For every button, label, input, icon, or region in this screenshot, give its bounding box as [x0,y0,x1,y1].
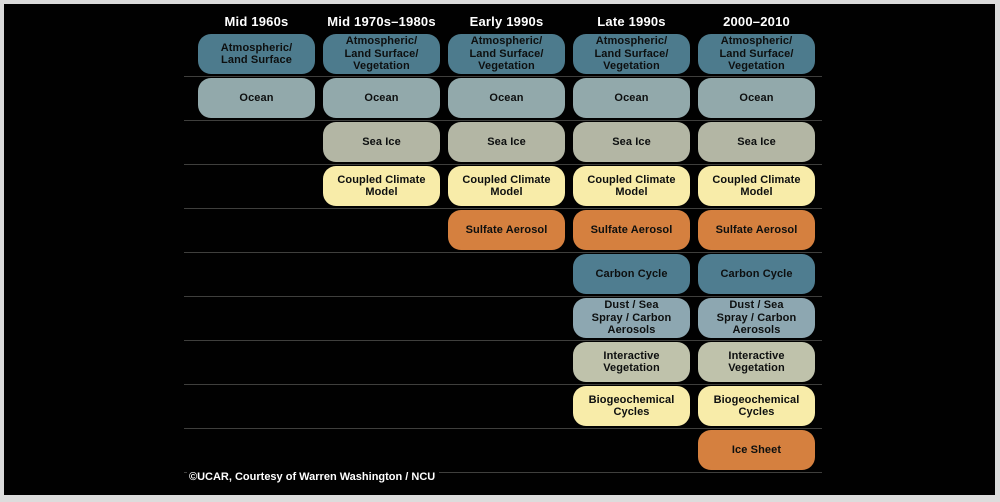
box-atmospheric-land-surface-col-3: Atmospheric/ Land Surface/ Vegetation [573,34,690,74]
credit-text: ©UCAR, Courtesy of Warren Washington / N… [187,471,440,483]
box-label: Coupled Climate Model [462,173,551,199]
box-label: Dust / Sea Spray / Carbon Aerosols [591,299,672,337]
box-sea-ice-col-4: Sea Ice [698,122,815,162]
row-line-interactive-vegetation [184,384,822,385]
box-ocean-col-2: Ocean [448,78,565,118]
box-coupled-climate-model-col-2: Coupled Climate Model [448,166,565,206]
column-header-1: Mid 1970s–1980s [327,14,436,29]
box-label: Coupled Climate Model [587,173,676,199]
box-label: Sea Ice [612,135,651,148]
box-sulfate-aerosol-col-4: Sulfate Aerosol [698,210,815,250]
box-ocean-col-0: Ocean [198,78,315,118]
row-line-coupled-climate-model [184,208,822,209]
row-line-carbon-cycle [184,296,822,297]
box-label: Atmospheric/ Land Surface/ Vegetation [594,35,669,73]
box-label: Sulfate Aerosol [715,223,798,236]
box-ocean-col-4: Ocean [698,78,815,118]
column-header-3: Late 1990s [597,14,666,29]
row-line-dust-sea-spray-carbon-aerosols [184,340,822,341]
box-label: Interactive Vegetation [728,349,785,375]
box-atmospheric-land-surface-col-1: Atmospheric/ Land Surface/ Vegetation [323,34,440,74]
box-label: Ice Sheet [731,443,782,456]
box-coupled-climate-model-col-1: Coupled Climate Model [323,166,440,206]
box-ocean-col-3: Ocean [573,78,690,118]
box-label: Biogeochemical Cycles [713,393,800,419]
box-carbon-cycle-col-3: Carbon Cycle [573,254,690,294]
box-interactive-vegetation-col-4: Interactive Vegetation [698,342,815,382]
box-ocean-col-1: Ocean [323,78,440,118]
box-biogeochemical-cycles-col-3: Biogeochemical Cycles [573,386,690,426]
box-coupled-climate-model-col-3: Coupled Climate Model [573,166,690,206]
box-label: Ocean [739,91,774,104]
box-label: Atmospheric/ Land Surface [220,41,293,67]
box-label: Sea Ice [737,135,776,148]
box-label: Ocean [614,91,649,104]
box-label: Sulfate Aerosol [465,223,548,236]
box-label: Coupled Climate Model [712,173,801,199]
box-label: Sea Ice [487,135,526,148]
box-label: Atmospheric/ Land Surface/ Vegetation [719,35,794,73]
column-header-4: 2000–2010 [723,14,790,29]
box-label: Carbon Cycle [595,267,668,280]
box-carbon-cycle-col-4: Carbon Cycle [698,254,815,294]
box-label: Dust / Sea Spray / Carbon Aerosols [716,299,797,337]
box-label: Atmospheric/ Land Surface/ Vegetation [344,35,419,73]
box-dust-sea-spray-carbon-aerosols-col-3: Dust / Sea Spray / Carbon Aerosols [573,298,690,338]
row-line-atmospheric-land-surface [184,76,822,77]
row-line-ocean [184,120,822,121]
box-label: Interactive Vegetation [603,349,660,375]
row-line-sulfate-aerosol [184,252,822,253]
box-ice-sheet-col-4: Ice Sheet [698,430,815,470]
column-header-2: Early 1990s [469,14,544,29]
box-interactive-vegetation-col-3: Interactive Vegetation [573,342,690,382]
diagram-canvas: Mid 1960s Mid 1970s–1980s Early 1990s Late … [4,4,995,495]
row-line-biogeochemical-cycles [184,428,822,429]
box-biogeochemical-cycles-col-4: Biogeochemical Cycles [698,386,815,426]
box-label: Sulfate Aerosol [590,223,673,236]
box-sulfate-aerosol-col-2: Sulfate Aerosol [448,210,565,250]
row-line-ice-sheet [184,472,822,473]
box-dust-sea-spray-carbon-aerosols-col-4: Dust / Sea Spray / Carbon Aerosols [698,298,815,338]
box-sea-ice-col-2: Sea Ice [448,122,565,162]
box-label: Atmospheric/ Land Surface/ Vegetation [469,35,544,73]
box-label: Ocean [489,91,524,104]
row-line-sea-ice [184,164,822,165]
box-sea-ice-col-3: Sea Ice [573,122,690,162]
column-header-0: Mid 1960s [224,14,289,29]
box-label: Biogeochemical Cycles [588,393,675,419]
box-label: Ocean [364,91,399,104]
box-sea-ice-col-1: Sea Ice [323,122,440,162]
box-label: Ocean [239,91,274,104]
box-atmospheric-land-surface-col-0: Atmospheric/ Land Surface [198,34,315,74]
box-sulfate-aerosol-col-3: Sulfate Aerosol [573,210,690,250]
box-atmospheric-land-surface-col-2: Atmospheric/ Land Surface/ Vegetation [448,34,565,74]
box-coupled-climate-model-col-4: Coupled Climate Model [698,166,815,206]
box-label: Sea Ice [362,135,401,148]
box-label: Carbon Cycle [720,267,793,280]
box-label: Coupled Climate Model [337,173,426,199]
box-atmospheric-land-surface-col-4: Atmospheric/ Land Surface/ Vegetation [698,34,815,74]
